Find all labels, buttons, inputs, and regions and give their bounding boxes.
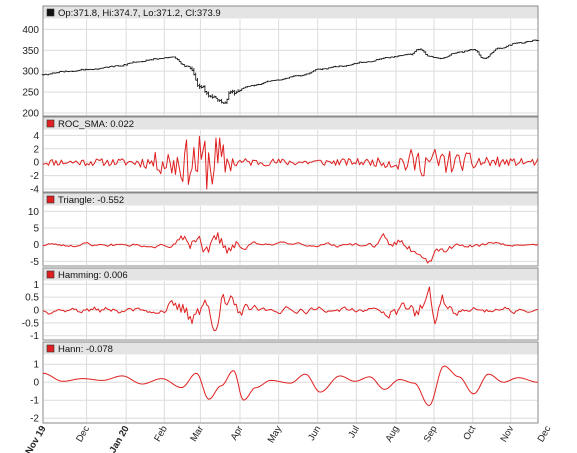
x-tick-label: Dec [74, 424, 92, 444]
y-tick-label: 1 [33, 280, 39, 291]
legend-label: ROC_SMA: 0.022 [58, 119, 134, 130]
y-tick-label: -1 [30, 396, 39, 407]
x-tick-label: Mar [188, 424, 206, 444]
panel-header [43, 342, 538, 355]
x-tick-label: Oct [461, 424, 478, 443]
ohlc-bar [214, 95, 218, 99]
panel-header [43, 6, 538, 19]
y-tick-label: 0 [33, 158, 39, 169]
legend-label: Hann: -0.078 [58, 344, 113, 355]
panel-3: Hamming: 0.006 -1 -0.50 0.5 1 [22, 267, 539, 342]
y-tick-label: 5 [33, 224, 39, 235]
legend-swatch [46, 195, 55, 204]
x-tick-label: Sep [422, 424, 440, 444]
panel-frame [42, 5, 539, 117]
legend-swatch [46, 270, 55, 279]
panel-header [43, 193, 538, 206]
series-line [42, 232, 539, 264]
x-tick-label: Aug [384, 424, 402, 444]
series-line [42, 365, 539, 407]
y-tick-label: 0 [33, 378, 39, 389]
y-tick-label: 300 [22, 67, 39, 78]
y-tick-label: 10 [28, 207, 40, 218]
ohlc-bar [218, 99, 221, 103]
y-tick-label: -1 [30, 331, 39, 342]
ohlc-bar [198, 83, 201, 89]
x-tick-label: Apr [229, 424, 246, 442]
panel-header [43, 268, 538, 281]
y-tick-label: -5 [30, 257, 39, 268]
x-tick-label: Dec [536, 424, 554, 444]
panel-1: ROC_SMA: 0.022 -4 -2 0 2 4 [30, 116, 539, 196]
x-tick-label: Nov 19 [23, 424, 48, 453]
series-line [42, 286, 539, 332]
legend-swatch [46, 119, 55, 128]
y-tick-label: 400 [22, 25, 39, 36]
panel-2: Triangle: -0.552 -5 0 5 10 [28, 192, 539, 268]
ohlc-bar [229, 90, 232, 95]
ohlc-bar [189, 65, 192, 70]
panel-0: Op:371.8, Hi:374.7, Lo:371.2, Cl:373.9 20… [22, 5, 540, 120]
legend-swatch [46, 8, 55, 17]
y-tick-label: 2 [33, 144, 39, 155]
panel-4: Hann: -0.078 -2 -1 0 1 [30, 341, 539, 425]
x-tick-label: Nov [498, 424, 516, 444]
y-tick-label: 0.5 [25, 293, 39, 304]
ohlc-bar [231, 89, 234, 94]
y-tick-label: 4 [33, 131, 39, 142]
x-tick-label: Jan 20 [107, 424, 131, 453]
y-tick-label: 0 [33, 240, 39, 251]
x-tick-label: Feb [152, 424, 170, 444]
y-tick-label: 250 [22, 88, 39, 99]
x-tick-label: Jun [306, 424, 323, 443]
legend-label: Hamming: 0.006 [58, 270, 128, 281]
series-line [42, 135, 539, 190]
x-axis: Nov 19 Dec Jan 20 Feb Mar Apr May Jun Jul Aug Sep O… [23, 424, 553, 453]
y-tick-label: -4 [30, 185, 39, 196]
y-tick-label: -2 [30, 414, 39, 425]
y-tick-label: -0.5 [22, 318, 40, 329]
ohlc-bar [190, 66, 194, 72]
legend-label: Op:371.8, Hi:374.7, Lo:371.2, Cl:373.9 [58, 8, 221, 19]
ohlc-bar [223, 101, 227, 104]
y-tick-label: 0 [33, 306, 39, 317]
x-tick-label: Jul [346, 424, 362, 440]
y-tick-label: 200 [22, 109, 39, 120]
y-tick-label: 350 [22, 46, 39, 57]
legend-swatch [46, 344, 55, 353]
y-tick-label: 1 [33, 360, 39, 371]
ohlc-bar [212, 95, 216, 98]
panel-header [43, 117, 538, 130]
y-tick-label: -2 [30, 171, 39, 182]
legend-label: Triangle: -0.552 [58, 195, 124, 206]
x-tick-label: May [266, 424, 285, 445]
